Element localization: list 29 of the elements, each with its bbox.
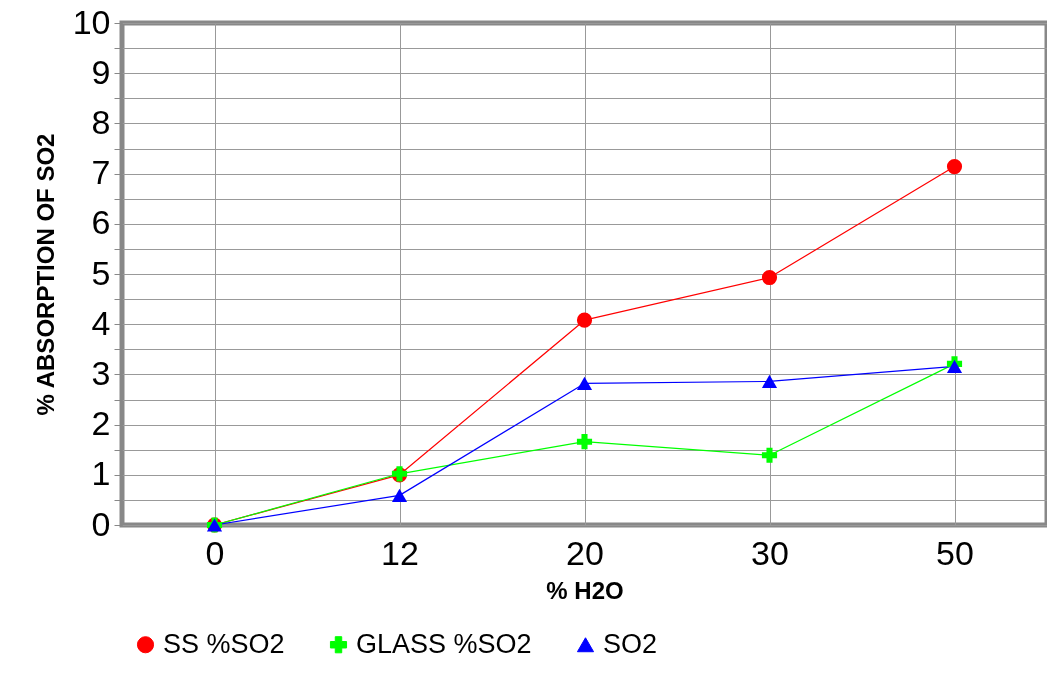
point bbox=[761, 269, 778, 286]
point bbox=[576, 376, 593, 390]
point bbox=[761, 447, 778, 463]
point bbox=[576, 434, 593, 450]
legend-label: GLASS %SO2 bbox=[356, 628, 532, 659]
x-tick-label: 12 bbox=[381, 533, 419, 572]
y-tick-label: 1 bbox=[91, 454, 111, 493]
y-axis-title: % ABSORPTION OF SO2 bbox=[31, 133, 59, 416]
legend-label: SO2 bbox=[603, 628, 658, 659]
x-axis-title: % H2O bbox=[546, 576, 624, 604]
point bbox=[761, 374, 778, 388]
x-tick-label: 30 bbox=[751, 533, 789, 572]
x-tick-label: 20 bbox=[566, 533, 604, 572]
y-tick-label: 8 bbox=[91, 102, 111, 141]
y-tick-label: 6 bbox=[91, 203, 111, 242]
legend-label: SS %SO2 bbox=[163, 628, 285, 659]
y-tick-label: 7 bbox=[91, 153, 111, 192]
point bbox=[576, 312, 593, 328]
point bbox=[391, 488, 408, 502]
y-tick-label: 4 bbox=[91, 303, 111, 342]
y-tick-label: 0 bbox=[91, 504, 111, 543]
y-tick-label: 10 bbox=[72, 2, 111, 41]
x-tick-label: 50 bbox=[936, 533, 974, 572]
y-tick-label: 3 bbox=[91, 353, 111, 392]
y-tick-label: 2 bbox=[91, 404, 111, 443]
y-tick-label: 9 bbox=[91, 52, 111, 91]
y-tick-label: 5 bbox=[91, 253, 111, 292]
point bbox=[946, 159, 963, 175]
x-tick-label: 0 bbox=[205, 533, 225, 572]
